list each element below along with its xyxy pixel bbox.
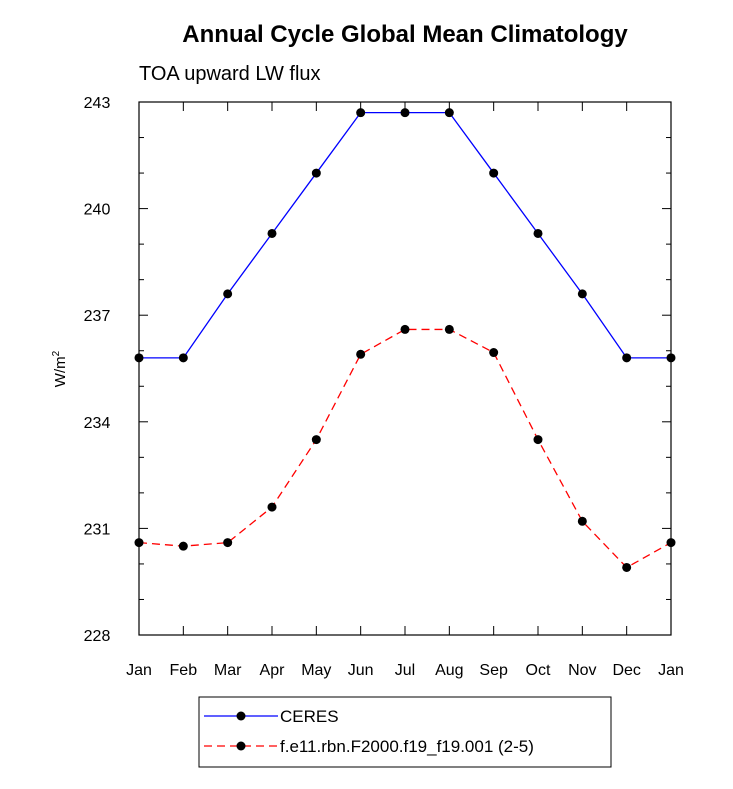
legend-entries: CERES f.e11.rbn.F2000.f19_f19.001 (2-5) xyxy=(204,707,534,756)
series-layer xyxy=(134,108,676,572)
plot-area: Jan Feb Mar Apr May Jun Jul Aug Sep Oct Nov Dec Jan 2… xyxy=(84,95,684,679)
series-1-point xyxy=(577,289,587,299)
series-2-point xyxy=(223,538,233,548)
x-tick-label: Apr xyxy=(260,662,286,679)
series-1-point xyxy=(223,289,233,299)
series-2-point xyxy=(533,435,543,445)
series-1-point xyxy=(356,108,366,118)
series-2-point xyxy=(489,348,499,358)
series-1-point xyxy=(311,168,321,178)
series-line-1 xyxy=(139,112,671,359)
series-2-point xyxy=(666,538,676,548)
series-2-point xyxy=(134,538,144,548)
y-axis-label: W/m2 xyxy=(51,350,69,387)
series-2-point xyxy=(622,562,632,572)
series-1-point xyxy=(400,108,410,118)
x-tick-label: Sep xyxy=(479,662,508,679)
series-1-point xyxy=(267,228,277,238)
x-tick-label: Aug xyxy=(435,662,463,679)
series-2-point xyxy=(400,324,410,334)
y-tick-label: 231 xyxy=(84,521,111,538)
x-tick-label: Jul xyxy=(395,662,415,679)
series-1-point xyxy=(444,108,454,118)
legend-label-2: f.e11.rbn.F2000.f19_f19.001 (2-5) xyxy=(280,737,534,756)
x-tick-label: Jan xyxy=(658,662,684,679)
legend-box xyxy=(198,696,612,768)
x-tick-label: Dec xyxy=(612,662,640,679)
chart-title: Annual Cycle Global Mean Climatology xyxy=(182,21,628,48)
y-tick-label: 240 xyxy=(84,202,111,219)
y-axis-label-superscript: 2 xyxy=(51,350,62,356)
series-1-point xyxy=(533,228,543,238)
series-1-point xyxy=(622,353,632,363)
plot-frame xyxy=(138,101,672,636)
series-1-point xyxy=(178,353,188,363)
series-2-point xyxy=(311,435,321,445)
series-2-point xyxy=(577,516,587,526)
y-tick-label: 243 xyxy=(84,95,111,112)
x-tick-label: Nov xyxy=(568,662,596,679)
series-1-point xyxy=(666,353,676,363)
legend: CERES f.e11.rbn.F2000.f19_f19.001 (2-5) xyxy=(198,696,612,768)
x-tick-label: Jan xyxy=(126,662,152,679)
series-1-point xyxy=(489,168,499,178)
y-tick-label: 237 xyxy=(84,308,111,325)
series-line-2 xyxy=(138,328,672,569)
x-tick-label: May xyxy=(301,662,331,679)
series-2-point xyxy=(178,541,188,551)
chart-subtitle: TOA upward LW flux xyxy=(139,63,321,85)
x-tick-label: Mar xyxy=(214,662,242,679)
legend-label-1: CERES xyxy=(280,707,339,726)
axis-ticks: Jan Feb Mar Apr May Jun Jul Aug Sep Oct Nov Dec Jan 2… xyxy=(84,95,684,679)
y-axis-label-text: W/m xyxy=(52,356,69,387)
series-2-point xyxy=(267,502,277,512)
legend-marker-2 xyxy=(236,741,246,751)
series-1-point xyxy=(134,353,144,363)
legend-marker-1 xyxy=(236,711,246,721)
x-tick-label: Jun xyxy=(348,662,374,679)
x-tick-label: Feb xyxy=(170,662,198,679)
y-tick-label: 228 xyxy=(84,628,111,645)
series-2-point xyxy=(356,349,366,359)
y-tick-label: 234 xyxy=(84,415,111,432)
x-tick-label: Oct xyxy=(526,662,551,679)
series-2-point xyxy=(444,324,454,334)
